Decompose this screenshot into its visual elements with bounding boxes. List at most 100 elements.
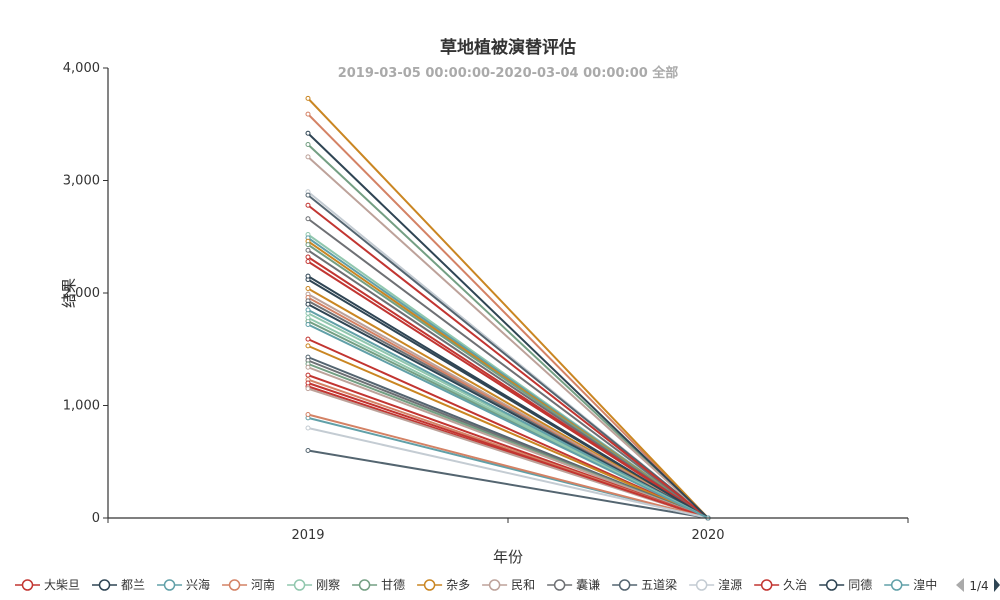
data-point <box>305 192 311 198</box>
legend-marker-icon <box>98 579 111 591</box>
legend-label: 久治 <box>783 578 807 592</box>
legend-item[interactable]: 久治 <box>754 578 807 592</box>
legend-item[interactable]: 民和 <box>482 578 535 592</box>
legend-item[interactable]: 同德 <box>819 577 872 592</box>
series-path <box>307 156 709 519</box>
legend-label: 都兰 <box>121 578 145 592</box>
x-axis-label: 年份 <box>493 548 523 566</box>
series-path <box>307 275 709 519</box>
series-line <box>305 216 711 521</box>
legend-marker-icon <box>21 579 34 591</box>
legend-label: 五道梁 <box>641 577 677 592</box>
y-tick-label: 1,000 <box>63 399 100 414</box>
x-tick-label: 2020 <box>691 528 724 543</box>
legend-item[interactable]: 河南 <box>222 577 275 592</box>
legend-marker-icon <box>293 579 306 591</box>
y-tick-label: 3,000 <box>63 174 100 189</box>
legend-label: 兴海 <box>186 577 210 592</box>
legend-label: 大柴旦 <box>44 578 80 592</box>
legend-item[interactable]: 都兰 <box>92 578 145 592</box>
series-line <box>305 142 711 521</box>
legend-label: 杂多 <box>446 578 470 592</box>
series-path <box>307 97 709 519</box>
series-path <box>307 338 709 519</box>
series-line <box>305 111 711 521</box>
data-point <box>305 130 311 136</box>
legend-item[interactable]: 刚察 <box>287 578 340 592</box>
legend-pager: 1/4 <box>956 578 1000 593</box>
series-path <box>307 113 709 519</box>
legend-marker-icon <box>618 579 631 591</box>
data-point <box>305 95 311 101</box>
data-point <box>305 111 311 117</box>
series-path <box>307 344 709 519</box>
legend-label: 湟中 <box>913 577 937 592</box>
data-point <box>305 372 311 378</box>
series-path <box>307 260 709 519</box>
legend-marker-icon <box>553 579 566 591</box>
data-point <box>305 154 311 160</box>
legend-marker-icon <box>825 579 838 591</box>
series-path <box>307 194 709 519</box>
series-line <box>305 95 711 521</box>
data-point <box>305 343 311 349</box>
legend-item[interactable]: 囊谦 <box>547 577 600 592</box>
x-ticks: 2019 2020 <box>107 518 909 543</box>
series-line <box>305 322 711 521</box>
data-point <box>305 259 311 264</box>
data-point <box>305 254 311 260</box>
legend-label: 民和 <box>511 578 535 592</box>
data-point <box>305 412 311 417</box>
legend-label: 甘德 <box>381 577 405 592</box>
legend-marker-icon <box>695 579 708 591</box>
chart-title: 草地植被演替评估 <box>440 37 576 58</box>
legend-item[interactable]: 兴海 <box>157 577 210 592</box>
series-path <box>307 413 709 519</box>
legend-item[interactable]: 湟中 <box>884 577 937 592</box>
data-point <box>305 301 311 307</box>
legend-marker-icon <box>890 579 903 591</box>
series-path <box>307 323 709 519</box>
legend-label: 河南 <box>251 577 275 592</box>
chart-subtitle: 2019-03-05 00:00:00-2020-03-04 00:00:00 … <box>338 65 679 81</box>
legend-item[interactable]: 杂多 <box>417 578 470 592</box>
legend-label: 湟源 <box>718 578 742 592</box>
series-layer <box>305 95 711 521</box>
legend-label: 刚察 <box>316 578 340 592</box>
series-path <box>307 427 709 519</box>
series-line <box>305 273 711 521</box>
data-point <box>305 286 311 291</box>
series-path <box>307 217 709 519</box>
data-point <box>305 307 311 313</box>
legend-item[interactable]: 大柴旦 <box>15 578 80 592</box>
legend-item[interactable]: 五道梁 <box>612 577 677 592</box>
x-tick-label: 2019 <box>291 528 324 543</box>
series-path <box>307 316 709 519</box>
legend-item[interactable]: 甘德 <box>352 577 405 592</box>
series-path <box>307 449 709 519</box>
data-point <box>305 380 311 386</box>
legend-prev-icon[interactable] <box>956 578 964 592</box>
legend-marker-icon <box>358 579 371 591</box>
legend-marker-icon <box>760 579 773 591</box>
data-point <box>305 448 311 453</box>
y-tick-label: 4,000 <box>63 61 100 76</box>
data-point <box>305 202 311 208</box>
series-path <box>307 204 709 519</box>
series-line <box>305 130 711 521</box>
y-ticks: 0 1,000 2,000 3,000 4,000 <box>63 61 108 526</box>
y-tick-label: 0 <box>92 511 100 526</box>
data-point <box>305 273 311 279</box>
legend-page-indicator: 1/4 <box>969 579 988 593</box>
series-path <box>307 382 709 519</box>
legend-next-icon[interactable] <box>994 578 1000 592</box>
data-point <box>305 242 311 248</box>
legend-item[interactable]: 湟源 <box>689 578 742 592</box>
data-point <box>305 336 311 342</box>
y-tick-label: 2,000 <box>63 286 100 301</box>
legend-marker-icon <box>228 579 241 591</box>
series-path <box>307 366 709 519</box>
series-line <box>305 380 711 521</box>
data-point <box>305 247 311 253</box>
